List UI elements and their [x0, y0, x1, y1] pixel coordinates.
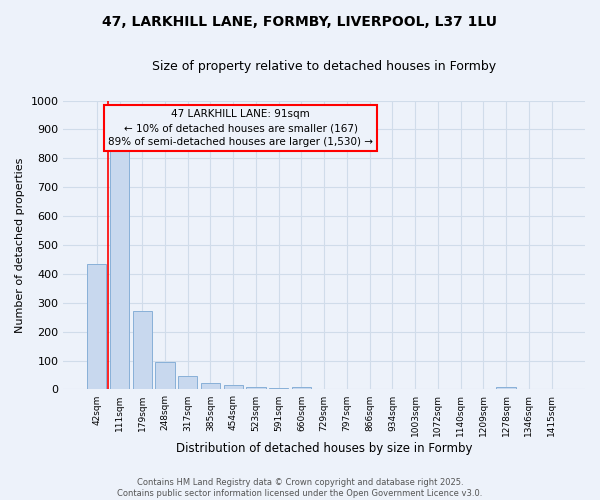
Title: Size of property relative to detached houses in Formby: Size of property relative to detached ho… — [152, 60, 496, 73]
Bar — [201, 383, 220, 390]
Bar — [314, 388, 334, 390]
Bar — [337, 389, 356, 390]
Bar — [87, 264, 106, 390]
Bar — [155, 362, 175, 390]
Bar — [496, 386, 516, 390]
Bar — [269, 388, 289, 390]
Bar — [247, 386, 266, 390]
Bar — [292, 386, 311, 390]
Text: Contains HM Land Registry data © Crown copyright and database right 2025.
Contai: Contains HM Land Registry data © Crown c… — [118, 478, 482, 498]
Bar — [178, 376, 197, 390]
Y-axis label: Number of detached properties: Number of detached properties — [15, 158, 25, 332]
Bar — [110, 150, 129, 390]
X-axis label: Distribution of detached houses by size in Formby: Distribution of detached houses by size … — [176, 442, 472, 455]
Bar — [133, 312, 152, 390]
Text: 47 LARKHILL LANE: 91sqm
← 10% of detached houses are smaller (167)
89% of semi-d: 47 LARKHILL LANE: 91sqm ← 10% of detache… — [108, 109, 373, 147]
Text: 47, LARKHILL LANE, FORMBY, LIVERPOOL, L37 1LU: 47, LARKHILL LANE, FORMBY, LIVERPOOL, L3… — [103, 15, 497, 29]
Bar — [224, 385, 243, 390]
